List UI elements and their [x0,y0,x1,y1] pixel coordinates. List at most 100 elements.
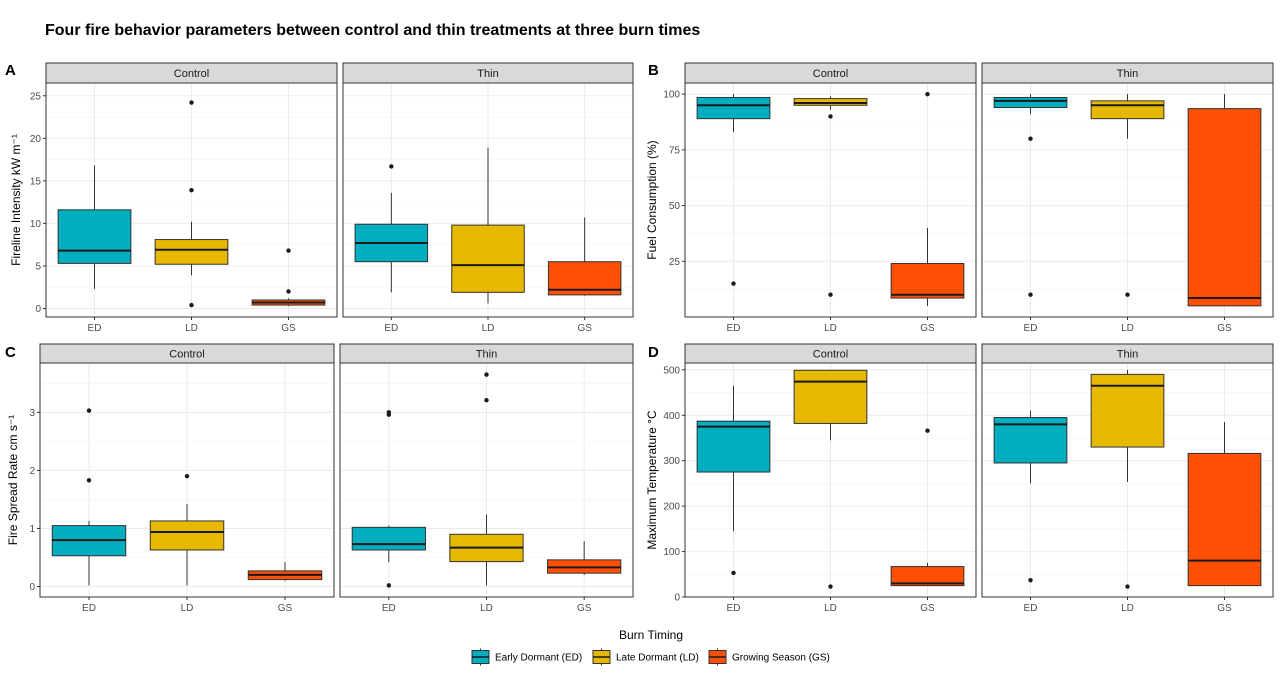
y-tick-label: 400 [663,411,680,422]
iqr-box [793,98,868,106]
iqr-box [696,96,771,120]
y-tick-label: 25 [669,257,681,268]
x-tick-label: LD [1121,603,1134,614]
outlier-point [1028,292,1033,297]
x-tick-label: LD [480,603,493,614]
y-tick-label: 0 [674,593,680,604]
iqr-box [890,566,965,587]
x-tick-label: LD [824,603,837,614]
y-tick-label: 0 [29,582,35,593]
facet-title: Thin [1117,68,1138,80]
facet-title: Thin [1117,349,1138,361]
box-gs [1187,94,1262,307]
y-tick-label: 5 [35,261,41,272]
outlier-point [86,478,92,483]
box-ld [154,100,229,308]
outlier-point [189,302,194,308]
x-tick-label: ED [1024,323,1038,334]
x-tick-label: LD [185,323,198,334]
x-tick-label: GS [1217,603,1232,614]
outlier-point [184,474,190,479]
facet-thin: Thin ED LD GS [339,343,634,614]
outlier-point [484,397,489,403]
outlier-point [189,100,194,105]
box-gs [247,562,323,581]
box-ed [696,385,771,576]
box-ld [793,369,868,589]
y-tick-label: 1 [29,524,35,535]
box-gs [251,248,326,306]
box-ed [354,164,429,293]
x-tick-label: ED [727,323,741,334]
y-tick-label: 20 [30,134,42,145]
outlier-point [925,428,930,433]
box-gs [890,428,965,587]
y-tick-label: 500 [663,365,680,376]
outlier-point [189,188,194,193]
y-tick-label: 100 [663,547,680,558]
x-tick-label: GS [278,603,293,614]
y-tick-label: 25 [30,91,42,102]
x-tick-label: LD [181,603,194,614]
outlier-point [86,408,92,413]
panel-B: B Fuel Consumption (%) Control 25 50 75 100 ED L… [645,62,1274,334]
x-tick-label: ED [1024,603,1038,614]
x-tick-label: ED [727,603,741,614]
iqr-box [351,526,426,551]
iqr-box [1187,452,1262,587]
y-tick-label: 3 [29,408,35,419]
outlier-point [386,412,392,417]
outlier-point [925,91,930,97]
outlier-point [484,372,489,377]
outlier-point [286,289,291,294]
x-tick-label: LD [482,323,495,334]
facet-title: Control [813,68,848,80]
box-gs [547,217,622,296]
box-ed [696,94,771,286]
y-axis-title: Fire Spread Rate cm s⁻¹ [6,415,20,545]
facet-title: Thin [477,68,498,80]
box-gs [890,91,965,306]
outlier-point [1028,577,1033,583]
facet-thin: Thin ED LD GS [342,62,634,334]
panel-label: D [648,344,659,361]
outlier-point [1125,584,1130,589]
iqr-box [993,96,1068,109]
x-tick-label: ED [82,603,96,614]
facet-control: Control 25 50 75 100 ED LD GS [663,62,977,334]
outlier-point [731,570,736,576]
outlier-point [731,281,736,286]
x-tick-label: ED [384,323,398,334]
x-tick-label: GS [281,323,296,334]
y-tick-label: 200 [663,502,680,513]
legend-label: Early Dormant (ED) [495,653,582,664]
box-ld [793,96,868,297]
box-ld [1090,94,1165,297]
legend-label: Late Dormant (LD) [616,653,699,664]
panel-C: C Fire Spread Rate cm s⁻¹ Control 0 1 2 3 ED LD G… [5,343,634,614]
box-ld [149,474,225,586]
facet-control: Control 0 5 10 15 20 25 ED LD GS [30,62,338,334]
x-tick-label: GS [920,603,935,614]
y-tick-label: 15 [30,176,42,187]
y-axis-title: Fireline Intensity kW m⁻¹ [9,134,23,266]
panel-label: C [5,344,16,361]
facet-control: Control 0 100 200 300 400 500 ED LD GS [663,343,977,614]
x-tick-label: GS [1217,323,1232,334]
facet-thin: Thin ED LD GS [981,343,1274,614]
x-tick-label: ED [88,323,102,334]
iqr-box [451,224,525,293]
box-ed [57,165,132,289]
chart-title: Four fire behavior parameters between co… [45,22,700,39]
iqr-box [57,209,132,264]
box-ld [451,147,525,304]
iqr-box [1090,100,1165,120]
legend-label: Growing Season (GS) [732,653,830,664]
outlier-point [1125,292,1130,297]
facet-title: Control [174,68,209,80]
legend-item: Early Dormant (ED) [471,648,582,666]
iqr-box [1187,108,1262,307]
iqr-box [149,520,225,551]
